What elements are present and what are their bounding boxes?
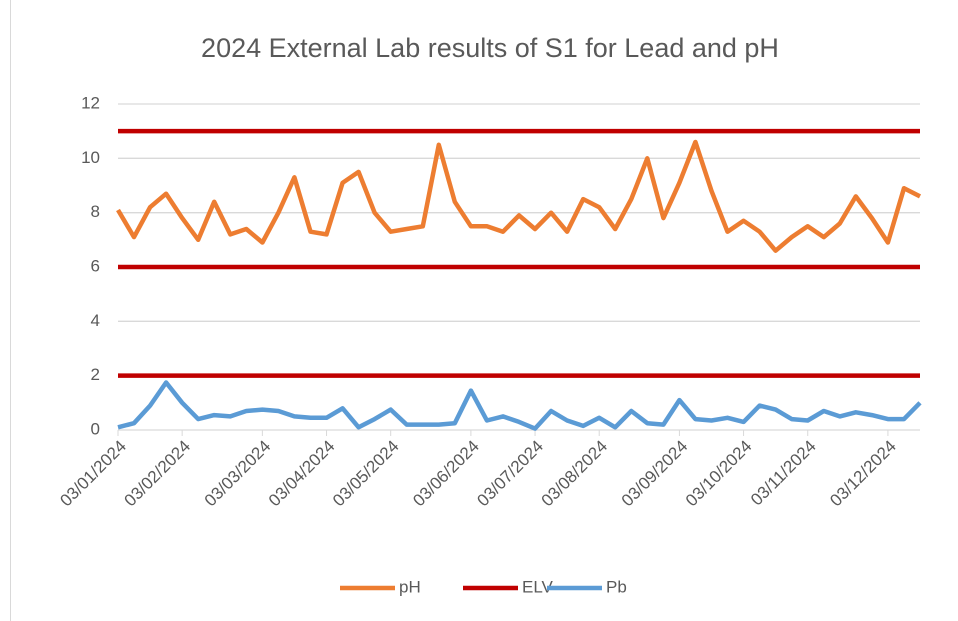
y-tick-label: 12 — [81, 93, 100, 112]
legend: pH ELV Pb — [340, 577, 627, 596]
series-line — [116, 139, 922, 253]
legend-label: Pb — [606, 577, 627, 596]
legend-label: pH — [399, 577, 421, 596]
series-line — [117, 380, 922, 431]
y-tick-label: 4 — [91, 311, 100, 330]
y-tick-label: 6 — [91, 256, 100, 275]
y-tick-label: 0 — [91, 419, 100, 438]
chart-title: 2024 External Lab results of S1 for Lead… — [201, 33, 779, 63]
legend-label: ELV — [522, 577, 554, 596]
y-tick-label: 8 — [91, 202, 100, 221]
plot-area — [116, 128, 922, 431]
y-tick-label: 2 — [91, 365, 100, 384]
y-tick-label: 10 — [81, 148, 100, 167]
